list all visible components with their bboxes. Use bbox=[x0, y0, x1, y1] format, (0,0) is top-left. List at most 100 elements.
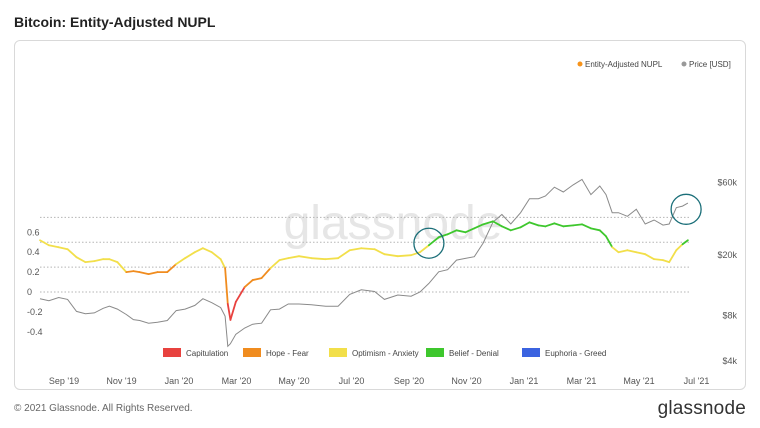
nupl-segment bbox=[138, 271, 150, 275]
right-tick-label: $60k bbox=[717, 178, 737, 188]
nupl-segment bbox=[47, 244, 60, 249]
nupl-segment bbox=[75, 256, 87, 264]
zone-legend-label: Capitulation bbox=[186, 349, 228, 358]
nupl-segment bbox=[93, 258, 105, 263]
left-tick-label: 0.6 bbox=[27, 227, 40, 237]
chart: glassnode 0.6 0.4 0.2 0 -0.2 -0.4 $60k $20k $8k… bbox=[27, 60, 737, 386]
right-tick-label: $20k bbox=[717, 250, 737, 260]
nupl-segment bbox=[219, 258, 227, 270]
nupl-segment bbox=[278, 257, 290, 262]
nupl-segment bbox=[66, 248, 78, 259]
top-legend: Entity-Adjusted NUPL Price [USD] bbox=[577, 60, 731, 69]
nupl-segment bbox=[437, 233, 449, 239]
nupl-segment bbox=[572, 223, 583, 227]
chart-card: glassnode 0.6 0.4 0.2 0 -0.2 -0.4 $60k $20k $8k… bbox=[14, 40, 746, 390]
nupl-segment bbox=[298, 255, 313, 260]
nupl-segment bbox=[226, 303, 232, 321]
nupl-segment bbox=[184, 251, 196, 260]
nupl-segment bbox=[210, 251, 222, 261]
nupl-segment bbox=[553, 222, 565, 228]
left-tick-label: 0.2 bbox=[27, 267, 40, 277]
nupl-segment bbox=[605, 235, 614, 249]
nupl-segment bbox=[269, 259, 281, 270]
nupl-segment bbox=[626, 249, 638, 254]
legend-label-nupl: Entity-Adjusted NUPL bbox=[585, 60, 663, 69]
nupl-segment bbox=[201, 247, 213, 254]
nupl-segment bbox=[116, 261, 128, 274]
nupl-segment bbox=[251, 277, 263, 281]
nupl-segment bbox=[108, 258, 119, 264]
nupl-segment bbox=[147, 271, 159, 275]
nupl-segment bbox=[132, 270, 141, 274]
nupl-segment bbox=[675, 243, 684, 252]
nupl-segment bbox=[175, 257, 186, 266]
page-title: Bitcoin: Entity-Adjusted NUPL bbox=[14, 14, 216, 30]
right-tick-label: $4k bbox=[722, 356, 737, 366]
x-tick-label: Sep '19 bbox=[49, 376, 79, 386]
x-tick-label: Nov '19 bbox=[106, 376, 136, 386]
x-tick-label: Sep '20 bbox=[394, 376, 424, 386]
nupl-segment bbox=[373, 248, 386, 256]
nupl-segment bbox=[125, 270, 135, 274]
x-tick-label: Jul '20 bbox=[339, 376, 365, 386]
x-tick-label: Jul '21 bbox=[684, 376, 710, 386]
nupl-segment bbox=[193, 247, 204, 254]
highlight-circles bbox=[413, 193, 702, 259]
zone-legend-swatch bbox=[243, 348, 261, 357]
left-tick-label: -0.4 bbox=[27, 327, 43, 337]
zone-legend: Capitulation Hope - Fear Optimism - Anxiet… bbox=[163, 348, 606, 358]
nupl-segment bbox=[348, 247, 363, 252]
x-tick-label: Jan '20 bbox=[165, 376, 194, 386]
nupl-segment bbox=[544, 222, 556, 228]
nupl-segment bbox=[410, 251, 421, 257]
watermark: glassnode bbox=[284, 197, 503, 250]
copyright: © 2021 Glassnode. All Rights Reserved. bbox=[14, 403, 193, 414]
nupl-segment bbox=[446, 229, 458, 236]
legend-label-price: Price [USD] bbox=[689, 60, 731, 69]
nupl-series bbox=[39, 220, 689, 321]
zone-legend-label: Euphoria - Greed bbox=[545, 349, 606, 358]
nupl-segment bbox=[562, 224, 574, 228]
x-axis-ticks: Sep '19 Nov '19 Jan '20 Mar '20 May '20 Jul '… bbox=[49, 376, 709, 386]
x-tick-label: Jan '21 bbox=[510, 376, 539, 386]
zone-legend-label: Hope - Fear bbox=[266, 349, 309, 358]
nupl-segment bbox=[310, 257, 327, 261]
nupl-segment bbox=[528, 221, 540, 227]
left-axis-ticks: 0.6 0.4 0.2 0 -0.2 -0.4 bbox=[27, 227, 43, 336]
nupl-segment bbox=[396, 254, 413, 258]
nupl-segment bbox=[598, 229, 607, 238]
x-tick-label: May '20 bbox=[278, 376, 309, 386]
highlight-circle-0 bbox=[413, 227, 445, 259]
zone-legend-label: Belief - Denial bbox=[449, 349, 499, 358]
zone-legend-swatch bbox=[329, 348, 347, 357]
nupl-segment bbox=[635, 251, 647, 256]
nupl-segment bbox=[464, 227, 476, 234]
nupl-segment bbox=[662, 259, 671, 264]
nupl-segment bbox=[260, 267, 272, 279]
nupl-segment bbox=[611, 246, 620, 254]
nupl-segment bbox=[324, 257, 340, 261]
glassnode-logo: glassnode bbox=[657, 398, 746, 419]
nupl-segment bbox=[360, 247, 376, 251]
x-tick-label: Mar '20 bbox=[222, 376, 252, 386]
nupl-segment bbox=[419, 244, 430, 254]
nupl-segment bbox=[519, 221, 531, 229]
price-line bbox=[39, 178, 689, 348]
x-tick-label: Nov '20 bbox=[451, 376, 481, 386]
left-tick-label: 0.4 bbox=[27, 247, 40, 257]
nupl-segment bbox=[39, 239, 50, 247]
nupl-segment bbox=[681, 239, 689, 246]
price-series bbox=[39, 178, 689, 348]
x-tick-label: Mar '21 bbox=[567, 376, 597, 386]
nupl-segment bbox=[243, 279, 254, 288]
nupl-segment bbox=[229, 301, 237, 321]
nupl-segment bbox=[668, 249, 678, 264]
legend-dot-price bbox=[681, 61, 687, 67]
right-tick-label: $8k bbox=[722, 310, 737, 320]
nupl-segment bbox=[84, 260, 96, 264]
legend-dot-nupl bbox=[577, 61, 583, 67]
nupl-segment bbox=[509, 226, 522, 232]
x-tick-label: May '21 bbox=[623, 376, 654, 386]
nupl-segment bbox=[653, 258, 664, 262]
nupl-segment bbox=[383, 253, 399, 258]
